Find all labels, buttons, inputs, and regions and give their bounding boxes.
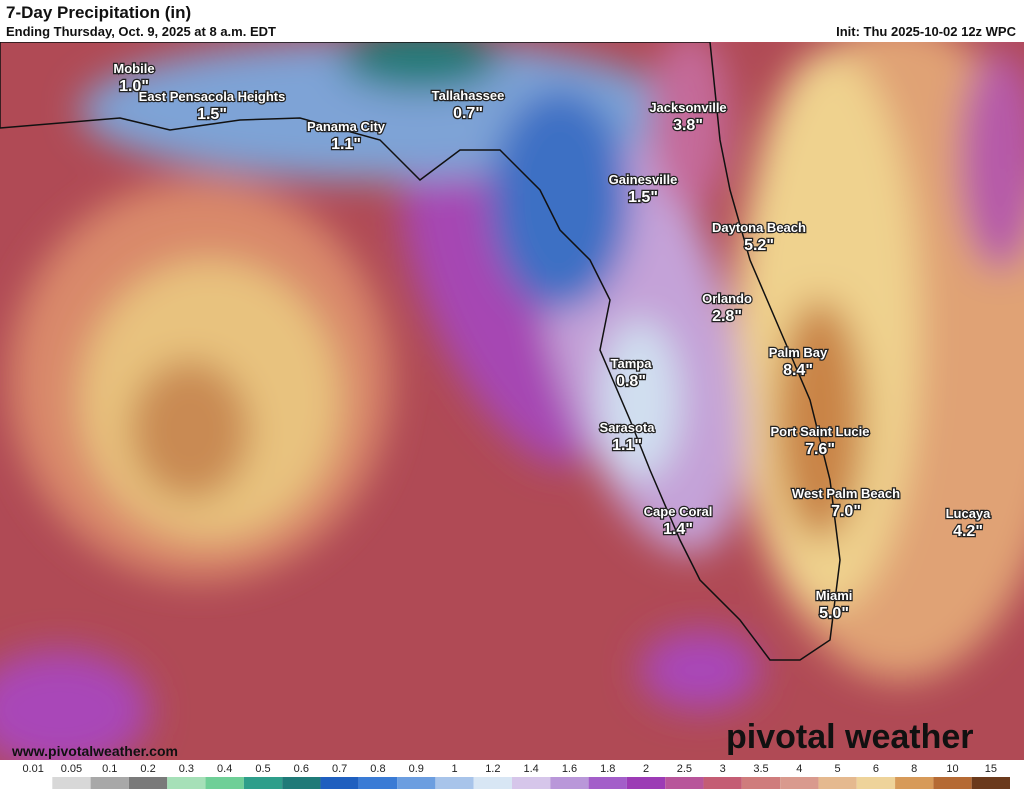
city-name: Orlando <box>702 291 752 306</box>
city-name: East Pensacola Heights <box>139 89 286 104</box>
legend-swatch <box>626 777 666 789</box>
subtitle: Ending Thursday, Oct. 9, 2025 at 8 a.m. … <box>6 24 276 39</box>
city-name: Cape Coral <box>644 504 713 519</box>
city-value: 0.8" <box>616 373 646 390</box>
legend-swatch <box>780 777 819 789</box>
city-name: Sarasota <box>600 420 656 435</box>
city-value: 4.2" <box>953 523 983 540</box>
legend-swatch <box>588 777 627 789</box>
city-name: Port Saint Lucie <box>771 424 870 439</box>
legend-label: 2.5 <box>677 763 692 775</box>
legend-label: 1.2 <box>485 763 500 775</box>
header-band <box>0 0 1024 42</box>
city-name: Daytona Beach <box>712 220 806 235</box>
legend-label: 0.01 <box>22 763 43 775</box>
legend-swatch <box>167 777 206 789</box>
city-value: 5.0" <box>819 605 849 622</box>
legend-label: 0.7 <box>332 763 347 775</box>
legend-label: 6 <box>873 763 879 775</box>
city-name: West Palm Beach <box>792 486 900 501</box>
legend-label: 8 <box>911 763 917 775</box>
city-name: Panama City <box>307 119 386 134</box>
city-name: Tallahassee <box>432 88 505 103</box>
legend-label: 0.4 <box>217 763 232 775</box>
city-value: 5.2" <box>744 237 774 254</box>
city-value: 1.0" <box>119 78 149 95</box>
city-value: 2.8" <box>712 308 742 325</box>
legend-swatch <box>473 777 512 789</box>
legend-swatch <box>818 777 857 789</box>
legend-swatch <box>703 777 742 789</box>
coastline <box>0 41 841 661</box>
legend-swatch <box>320 777 359 789</box>
city-value: 1.4" <box>663 521 693 538</box>
legend-swatch <box>205 777 244 789</box>
legend-label: 0.6 <box>294 763 309 775</box>
legend-swatch <box>971 777 1010 789</box>
city-name: Jacksonville <box>649 100 726 115</box>
legend-label: 1.8 <box>600 763 615 775</box>
legend-label: 4 <box>796 763 802 775</box>
city-value: 7.6" <box>805 441 835 458</box>
legend-label: 0.1 <box>102 763 117 775</box>
legend-label: 0.2 <box>140 763 155 775</box>
website: www.pivotalweather.com <box>11 743 178 759</box>
legend-label: 0.8 <box>370 763 385 775</box>
legend-label: 0.3 <box>179 763 194 775</box>
legend-swatch <box>895 777 934 789</box>
legend-swatch <box>358 777 398 789</box>
city-name: Gainesville <box>609 172 678 187</box>
legend-label: 2 <box>643 763 649 775</box>
brand: pivotal weather <box>726 718 974 756</box>
legend-label: 0.5 <box>255 763 270 775</box>
init-time: Init: Thu 2025-10-02 12z WPC <box>836 24 1016 39</box>
legend-swatch <box>282 777 321 789</box>
legend-swatch <box>90 777 129 789</box>
legend-swatch <box>14 777 53 789</box>
city-name: Mobile <box>113 61 154 76</box>
city-value: 1.1" <box>612 437 642 454</box>
legend-swatch <box>435 777 474 789</box>
legend-label: 0.9 <box>409 763 424 775</box>
legend-label: 3.5 <box>753 763 768 775</box>
legend-swatch <box>512 777 551 789</box>
legend-swatch <box>856 777 896 789</box>
city-value: 1.5" <box>628 189 658 206</box>
legend-label: 15 <box>985 763 997 775</box>
legend-label: 10 <box>946 763 958 775</box>
city-value: 7.0" <box>831 503 861 520</box>
legend-swatch <box>243 777 283 789</box>
legend-swatch <box>52 777 91 789</box>
legend-swatch <box>550 777 589 789</box>
city-name: Miami <box>816 588 853 603</box>
city-value: 1.5" <box>197 106 227 123</box>
legend-label: 1 <box>451 763 457 775</box>
city-name: Tampa <box>611 356 653 371</box>
legend-swatch <box>933 777 972 789</box>
legend-swatch <box>741 777 781 789</box>
legend-label: 5 <box>835 763 841 775</box>
legend-label: 0.05 <box>61 763 82 775</box>
legend-swatch <box>665 777 704 789</box>
city-value: 8.4" <box>783 362 813 379</box>
city-value: 0.7" <box>453 105 483 122</box>
legend-label: 3 <box>720 763 726 775</box>
city-value: 1.1" <box>331 136 361 153</box>
legend-label: 1.6 <box>562 763 577 775</box>
legend-swatch <box>128 777 168 789</box>
city-name: Palm Bay <box>769 345 828 360</box>
title: 7-Day Precipitation (in) <box>6 3 191 22</box>
legend-label: 1.4 <box>524 763 539 775</box>
legend-swatch <box>397 777 436 789</box>
city-name: Lucaya <box>946 506 992 521</box>
precip-field <box>0 20 1024 770</box>
city-value: 3.8" <box>673 117 703 134</box>
